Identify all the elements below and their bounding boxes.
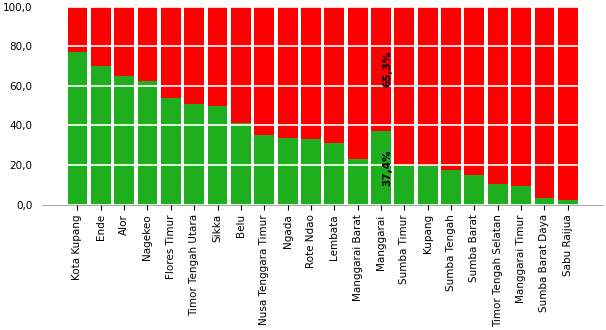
- Bar: [255, 135, 274, 205]
- Bar: [488, 7, 508, 184]
- Bar: [395, 7, 415, 165]
- Bar: [558, 7, 578, 200]
- Bar: [464, 7, 484, 175]
- Bar: [464, 175, 484, 205]
- Bar: [371, 131, 391, 205]
- Bar: [418, 7, 438, 166]
- Bar: [231, 122, 251, 205]
- Text: 37,4%: 37,4%: [382, 149, 392, 186]
- Bar: [488, 184, 508, 205]
- Bar: [511, 7, 531, 186]
- Bar: [348, 7, 368, 159]
- Bar: [138, 7, 158, 81]
- Bar: [67, 7, 87, 52]
- Bar: [301, 7, 321, 139]
- Bar: [161, 98, 181, 205]
- Bar: [278, 7, 298, 138]
- Bar: [184, 104, 204, 205]
- Bar: [208, 7, 227, 106]
- Bar: [418, 166, 438, 205]
- Bar: [91, 7, 111, 66]
- Bar: [278, 138, 298, 205]
- Bar: [255, 7, 274, 135]
- Bar: [91, 66, 111, 205]
- Bar: [208, 106, 227, 205]
- Text: 65,3%: 65,3%: [382, 50, 392, 87]
- Bar: [441, 170, 461, 205]
- Bar: [348, 159, 368, 205]
- Bar: [534, 198, 554, 205]
- Bar: [511, 186, 531, 205]
- Bar: [534, 7, 554, 198]
- Bar: [184, 7, 204, 104]
- Bar: [395, 165, 415, 205]
- Bar: [324, 143, 344, 205]
- Bar: [231, 7, 251, 122]
- Bar: [558, 200, 578, 205]
- Bar: [114, 76, 134, 205]
- Bar: [371, 7, 391, 131]
- Bar: [161, 7, 181, 98]
- Bar: [301, 139, 321, 205]
- Bar: [441, 7, 461, 170]
- Bar: [114, 7, 134, 76]
- Bar: [138, 81, 158, 205]
- Bar: [67, 52, 87, 205]
- Bar: [324, 7, 344, 143]
